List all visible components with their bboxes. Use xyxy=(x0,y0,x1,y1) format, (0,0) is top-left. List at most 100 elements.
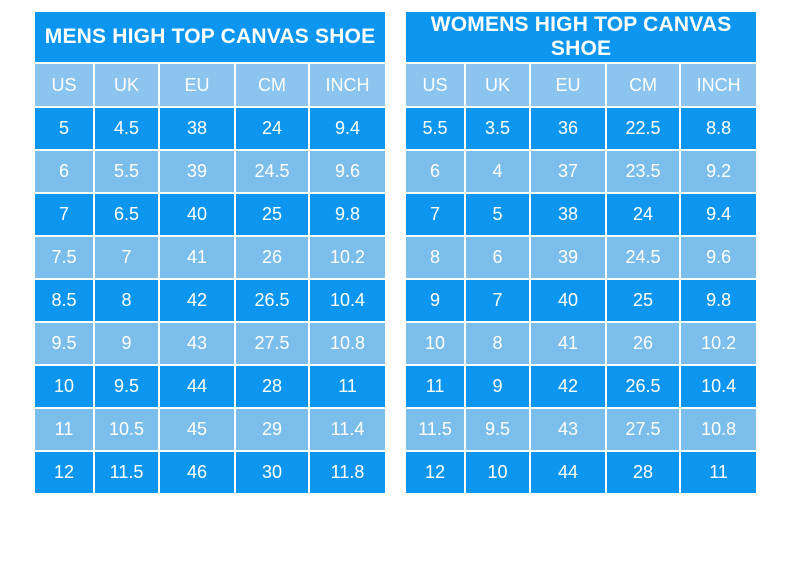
size-cell: 8.5 xyxy=(35,280,93,321)
size-cell: 6 xyxy=(466,237,530,278)
size-cell: 11.5 xyxy=(406,409,465,450)
size-cell: 30 xyxy=(236,452,308,493)
size-cell: 11 xyxy=(406,366,465,407)
size-cell: 27.5 xyxy=(607,409,680,450)
size-cell: 10.8 xyxy=(681,409,757,450)
size-cell: 10.2 xyxy=(681,323,757,364)
table-row: 10 9.5 44 28 11 xyxy=(35,366,386,407)
size-cell: 9.2 xyxy=(681,151,757,192)
size-cell: 39 xyxy=(160,151,234,192)
size-cell: 37 xyxy=(531,151,606,192)
size-cell: 39 xyxy=(531,237,606,278)
size-cell: 42 xyxy=(160,280,234,321)
size-cell: 26 xyxy=(236,237,308,278)
size-cell: 9 xyxy=(406,280,465,321)
column-header-uk: UK xyxy=(466,64,530,106)
size-cell: 7.5 xyxy=(35,237,93,278)
table-row: 9.5 9 43 27.5 10.8 xyxy=(35,323,386,364)
size-cell: 12 xyxy=(35,452,93,493)
size-cell: 43 xyxy=(160,323,234,364)
column-header-us: US xyxy=(35,64,93,106)
column-header-eu: EU xyxy=(531,64,606,106)
womens-table-title: WOMENS HIGH TOP CANVAS SHOE xyxy=(406,12,757,62)
size-cell: 25 xyxy=(236,194,308,235)
size-cell: 9 xyxy=(466,366,530,407)
size-cell: 8 xyxy=(406,237,465,278)
table-row: 11 9 42 26.5 10.4 xyxy=(406,366,757,407)
table-row: 8 6 39 24.5 9.6 xyxy=(406,237,757,278)
size-cell: 41 xyxy=(160,237,234,278)
size-cell: 9.8 xyxy=(681,280,757,321)
size-cell: 11.8 xyxy=(310,452,386,493)
size-cell: 6.5 xyxy=(95,194,158,235)
column-header-eu: EU xyxy=(160,64,234,106)
womens-column-header-row: US UK EU CM INCH xyxy=(406,64,757,106)
mens-column-header-row: US UK EU CM INCH xyxy=(35,64,386,106)
mens-size-table: MENS HIGH TOP CANVAS SHOE US UK EU CM INCH 5… xyxy=(33,10,387,495)
size-cell: 9 xyxy=(95,323,158,364)
size-cell: 10.4 xyxy=(681,366,757,407)
size-cell: 28 xyxy=(607,452,680,493)
table-row: 5 4.5 38 24 9.4 xyxy=(35,108,386,149)
size-cell: 23.5 xyxy=(607,151,680,192)
size-cell: 7 xyxy=(466,280,530,321)
size-cell: 9.4 xyxy=(310,108,386,149)
size-cell: 5.5 xyxy=(406,108,465,149)
size-cell: 43 xyxy=(531,409,606,450)
size-cell: 40 xyxy=(160,194,234,235)
table-row: 9 7 40 25 9.8 xyxy=(406,280,757,321)
size-cell: 4 xyxy=(466,151,530,192)
size-cell: 29 xyxy=(236,409,308,450)
size-cell: 3.5 xyxy=(466,108,530,149)
size-cell: 44 xyxy=(531,452,606,493)
size-cell: 6 xyxy=(35,151,93,192)
size-cell: 9.5 xyxy=(466,409,530,450)
size-cell: 40 xyxy=(531,280,606,321)
size-cell: 10 xyxy=(466,452,530,493)
table-row: 12 11.5 46 30 11.8 xyxy=(35,452,386,493)
size-cell: 11 xyxy=(310,366,386,407)
size-cell: 6 xyxy=(406,151,465,192)
womens-table-body: 5.5 3.5 36 22.5 8.8 6 4 37 23.5 9.2 7 5 38 24 9.4 8 6 39 2… xyxy=(406,108,757,493)
size-cell: 24 xyxy=(236,108,308,149)
size-cell: 46 xyxy=(160,452,234,493)
size-cell: 36 xyxy=(531,108,606,149)
table-row: 10 8 41 26 10.2 xyxy=(406,323,757,364)
column-header-uk: UK xyxy=(95,64,158,106)
size-cell: 28 xyxy=(236,366,308,407)
size-cell: 10.2 xyxy=(310,237,386,278)
size-cell: 9.6 xyxy=(310,151,386,192)
size-cell: 5 xyxy=(35,108,93,149)
size-cell: 10 xyxy=(35,366,93,407)
table-row: 11 10.5 45 29 11.4 xyxy=(35,409,386,450)
size-cell: 9.6 xyxy=(681,237,757,278)
size-cell: 11.4 xyxy=(310,409,386,450)
size-cell: 8 xyxy=(95,280,158,321)
size-cell: 12 xyxy=(406,452,465,493)
size-cell: 41 xyxy=(531,323,606,364)
size-cell: 22.5 xyxy=(607,108,680,149)
size-cell: 26.5 xyxy=(236,280,308,321)
table-row: 7 5 38 24 9.4 xyxy=(406,194,757,235)
size-cell: 10 xyxy=(406,323,465,364)
size-cell: 25 xyxy=(607,280,680,321)
mens-table-title: MENS HIGH TOP CANVAS SHOE xyxy=(35,12,386,62)
size-cell: 24 xyxy=(607,194,680,235)
size-cell: 5 xyxy=(466,194,530,235)
size-cell: 4.5 xyxy=(95,108,158,149)
size-cell: 5.5 xyxy=(95,151,158,192)
size-cell: 7 xyxy=(406,194,465,235)
size-cell: 10.5 xyxy=(95,409,158,450)
size-cell: 38 xyxy=(531,194,606,235)
size-cell: 26.5 xyxy=(607,366,680,407)
size-cell: 24.5 xyxy=(236,151,308,192)
size-cell: 9.5 xyxy=(35,323,93,364)
size-cell: 10.4 xyxy=(310,280,386,321)
column-header-inch: INCH xyxy=(681,64,757,106)
size-cell: 9.8 xyxy=(310,194,386,235)
size-cell: 11 xyxy=(681,452,757,493)
table-row: 5.5 3.5 36 22.5 8.8 xyxy=(406,108,757,149)
column-header-cm: CM xyxy=(236,64,308,106)
size-cell: 11 xyxy=(35,409,93,450)
table-row: 7 6.5 40 25 9.8 xyxy=(35,194,386,235)
